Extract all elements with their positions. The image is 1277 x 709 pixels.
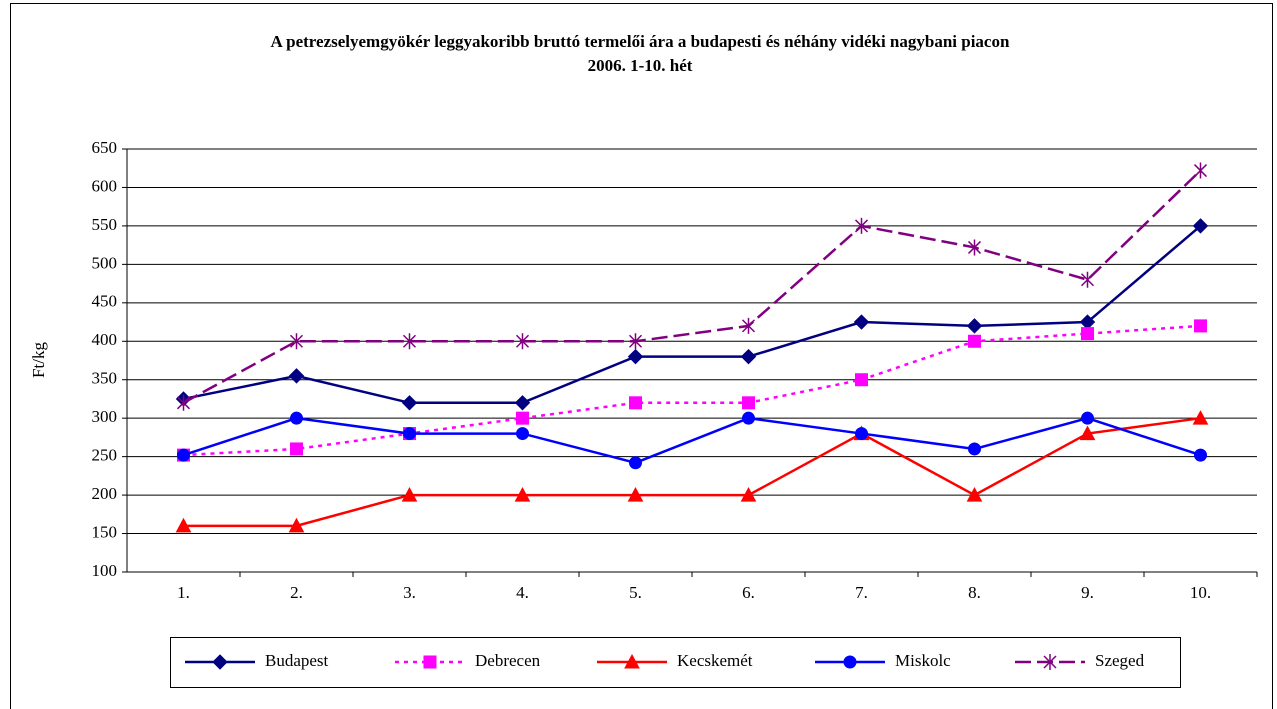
data-point xyxy=(177,448,190,462)
data-point xyxy=(966,487,983,502)
y-axis-label: Ft/kg xyxy=(29,342,48,378)
series-line xyxy=(183,416,1201,528)
legend-marker xyxy=(624,653,640,669)
data-point xyxy=(401,395,418,411)
data-point xyxy=(628,333,643,350)
data-point xyxy=(1192,410,1209,425)
data-point xyxy=(968,334,981,348)
legend-label: Debrecen xyxy=(475,651,541,670)
data-point xyxy=(176,394,191,411)
legend-box xyxy=(170,637,1181,688)
series-line xyxy=(183,324,1201,457)
data-point xyxy=(1081,327,1094,341)
data-point xyxy=(627,348,644,365)
data-point xyxy=(290,442,303,456)
y-tick-label: 600 xyxy=(92,176,118,195)
legend-label: Szeged xyxy=(1095,651,1145,670)
x-tick-label: 7. xyxy=(855,583,868,602)
x-tick-label: 10. xyxy=(1190,583,1211,602)
y-tick-label: 400 xyxy=(92,330,118,349)
data-point xyxy=(515,333,530,350)
data-point xyxy=(1194,448,1207,462)
data-point xyxy=(288,517,305,533)
data-point xyxy=(516,427,529,441)
data-point xyxy=(854,217,869,234)
legend-label: Kecskemét xyxy=(677,651,753,670)
x-tick-label: 6. xyxy=(742,583,755,602)
data-point xyxy=(966,318,983,334)
data-point xyxy=(514,395,531,411)
data-point xyxy=(629,456,642,470)
y-tick-label: 550 xyxy=(92,215,118,234)
legend-marker xyxy=(212,654,228,670)
y-tick-label: 450 xyxy=(92,292,118,311)
series-line xyxy=(183,224,1202,405)
y-tick-label: 500 xyxy=(92,253,118,272)
data-point xyxy=(1080,271,1095,288)
x-tick-label: 1. xyxy=(177,583,190,602)
data-point xyxy=(855,427,868,441)
data-point xyxy=(968,442,981,456)
y-tick-label: 650 xyxy=(92,138,118,157)
data-point xyxy=(1194,319,1207,333)
data-point xyxy=(401,487,418,502)
x-tick-label: 5. xyxy=(629,583,642,602)
chart-title-block: A petrezselyemgyökér leggyakoribb bruttó… xyxy=(150,30,1130,78)
data-point xyxy=(1079,425,1096,441)
legend-marker xyxy=(843,655,857,669)
legend-label: Budapest xyxy=(265,651,329,670)
data-point xyxy=(1193,162,1208,179)
data-point xyxy=(967,239,982,256)
legend-marker xyxy=(1043,654,1057,670)
legend-label: Miskolc xyxy=(895,651,951,670)
chart-frame xyxy=(10,3,1273,709)
legend-marker xyxy=(423,655,437,669)
data-point xyxy=(402,333,417,350)
data-point xyxy=(403,427,416,441)
x-tick-label: 4. xyxy=(516,583,529,602)
chart-subtitle: 2006. 1-10. hét xyxy=(587,56,693,75)
data-point xyxy=(742,396,755,410)
x-tick-label: 8. xyxy=(968,583,981,602)
data-point xyxy=(289,333,304,350)
y-tick-label: 150 xyxy=(92,522,118,541)
data-point xyxy=(1081,411,1094,425)
x-tick-label: 2. xyxy=(290,583,303,602)
series-line xyxy=(183,416,1201,465)
data-point xyxy=(629,396,642,410)
x-tick-label: 9. xyxy=(1081,583,1094,602)
data-point xyxy=(740,348,757,365)
y-tick-label: 350 xyxy=(92,369,118,388)
data-point xyxy=(741,317,756,334)
y-tick-label: 300 xyxy=(92,407,118,426)
data-point xyxy=(516,411,529,425)
data-point xyxy=(290,411,303,425)
x-tick-label: 3. xyxy=(403,583,416,602)
data-point xyxy=(514,487,531,502)
y-tick-label: 250 xyxy=(92,446,118,465)
data-point xyxy=(627,487,644,502)
data-point xyxy=(855,373,868,387)
data-point xyxy=(175,517,192,533)
data-point xyxy=(742,411,755,425)
data-point xyxy=(853,314,870,330)
series-line xyxy=(182,169,1202,404)
data-point xyxy=(288,368,305,384)
y-tick-label: 100 xyxy=(92,561,118,580)
y-tick-label: 200 xyxy=(92,484,118,503)
chart-title: A petrezselyemgyökér leggyakoribb bruttó… xyxy=(270,32,1010,51)
data-point xyxy=(1192,218,1209,234)
data-point xyxy=(740,487,757,502)
